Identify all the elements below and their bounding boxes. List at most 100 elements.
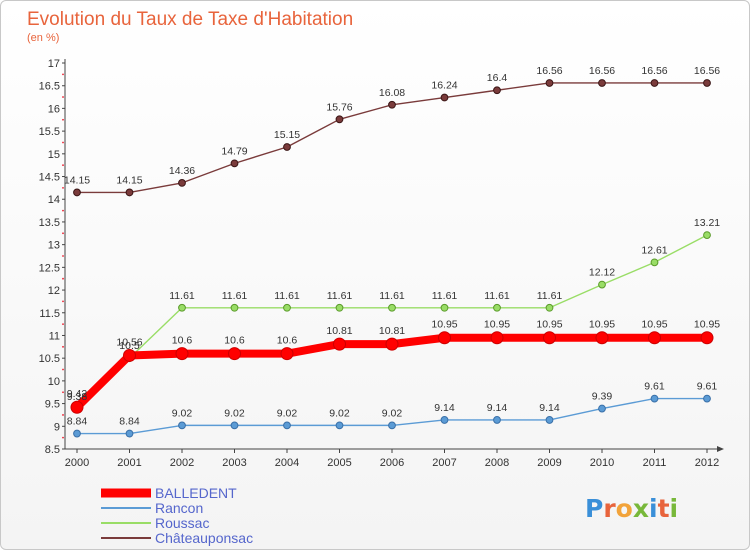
x-tick-label: 2000 xyxy=(65,457,89,469)
x-tick-label: 2012 xyxy=(695,457,719,469)
data-label: 11.61 xyxy=(432,290,458,302)
y-tick-label: 14.5 xyxy=(39,172,60,184)
y-minor-tick xyxy=(62,391,64,394)
y-minor-tick xyxy=(62,164,64,167)
data-label: 10.6 xyxy=(172,335,193,347)
data-label: 11.61 xyxy=(379,290,405,302)
legend-entry: Châteauponsac xyxy=(101,530,253,546)
y-minor-tick xyxy=(62,232,64,235)
data-point xyxy=(493,303,501,312)
data-label: 10.95 xyxy=(694,319,720,331)
data-labels: 14.15 14.15 14.36 14.79 15.15 15.76 16.08 16.24… xyxy=(64,65,720,428)
data-label: 15.76 xyxy=(326,101,352,113)
data-point xyxy=(598,79,606,87)
series-1 xyxy=(73,394,711,438)
y-tick-label: 15 xyxy=(48,149,60,161)
data-point xyxy=(703,79,711,87)
data-label: 16.08 xyxy=(379,87,405,99)
data-point xyxy=(440,303,449,312)
y-axis-ticks: 8.5 9 9.5 10 10.5 11 11.5 12 12.5 13 13.5 14 14.5 15 1… xyxy=(39,58,65,456)
x-tick-label: 2003 xyxy=(222,457,246,469)
data-label: 10.95 xyxy=(641,319,667,331)
data-label: 12.61 xyxy=(641,244,667,256)
data-label: 16.56 xyxy=(589,65,615,77)
y-minor-tick xyxy=(62,323,64,326)
y-tick-label: 10.5 xyxy=(39,353,60,365)
y-tick-label: 12 xyxy=(48,285,60,297)
data-label: 11.61 xyxy=(484,290,510,302)
legend-entry: Rancon xyxy=(101,500,203,516)
y-minor-tick xyxy=(62,436,64,439)
data-label: 14.15 xyxy=(64,174,90,186)
data-point xyxy=(175,347,189,361)
data-label: 9.02 xyxy=(224,407,245,419)
data-point xyxy=(650,258,659,267)
data-point xyxy=(125,429,134,438)
data-label: 10.5 xyxy=(119,340,140,352)
data-point xyxy=(178,303,186,312)
x-tick-label: 2006 xyxy=(380,457,404,469)
legend-entry: Roussac xyxy=(101,515,209,531)
series-3 xyxy=(73,79,711,197)
data-label: 9.02 xyxy=(329,407,350,419)
data-label: 16.24 xyxy=(431,80,457,92)
data-point xyxy=(650,394,659,403)
data-label: 14.79 xyxy=(221,145,247,157)
y-tick-label: 11 xyxy=(49,330,60,342)
data-point xyxy=(598,280,606,289)
data-point xyxy=(545,303,554,312)
data-point xyxy=(700,331,714,345)
data-point xyxy=(388,421,396,430)
x-axis-ticks: 2000 2001 2002 2003 2004 2005 2006 2007 2008 2009… xyxy=(65,449,719,469)
x-tick-label: 2001 xyxy=(117,457,141,469)
data-label: 16.4 xyxy=(487,72,508,84)
data-label: 16.56 xyxy=(536,65,562,77)
x-tick-label: 2010 xyxy=(590,457,614,469)
axes xyxy=(64,59,724,452)
data-point xyxy=(283,421,291,430)
data-point xyxy=(335,303,344,312)
data-point xyxy=(388,303,396,312)
y-tick-label: 16 xyxy=(48,103,60,115)
x-tick-label: 2009 xyxy=(537,457,561,469)
y-minor-tick xyxy=(62,96,64,98)
legend-label: Rancon xyxy=(155,500,203,516)
data-label: 10.81 xyxy=(326,325,352,337)
data-label: 9.14 xyxy=(539,402,560,414)
y-tick-label: 16.5 xyxy=(39,81,60,93)
y-tick-label: 14 xyxy=(48,194,60,206)
data-point xyxy=(230,421,239,430)
y-tick-label: 11.5 xyxy=(39,308,60,320)
data-label: 11.61 xyxy=(222,290,248,302)
data-point xyxy=(178,421,186,430)
data-label: 8.84 xyxy=(67,416,88,428)
x-tick-label: 2008 xyxy=(485,457,509,469)
y-minor-tick xyxy=(62,73,64,76)
data-label: 9.39 xyxy=(592,391,613,403)
data-point xyxy=(438,331,451,345)
y-tick-label: 9.5 xyxy=(45,399,60,411)
y-minor-tick xyxy=(62,277,64,280)
y-minor-tick xyxy=(62,345,64,348)
data-label: 10.95 xyxy=(536,319,562,331)
data-label: 16.56 xyxy=(641,65,667,77)
data-point xyxy=(228,347,241,361)
data-label: 9.02 xyxy=(172,407,193,419)
x-tick-label: 2011 xyxy=(643,457,667,469)
proxiti-logo: Proxiti xyxy=(585,494,678,523)
y-tick-label: 13.5 xyxy=(39,217,60,229)
data-point xyxy=(123,348,136,362)
data-point xyxy=(490,331,504,345)
data-point xyxy=(543,331,556,345)
data-point xyxy=(440,93,449,102)
legend-entry: BALLEDENT xyxy=(101,485,237,501)
y-tick-label: 17 xyxy=(48,58,60,70)
legend-label: Roussac xyxy=(155,515,209,531)
y-tick-label: 10 xyxy=(48,376,60,388)
series-layer xyxy=(70,79,714,438)
data-label: 13.21 xyxy=(694,217,720,229)
chart-title: Evolution du Taux de Taxe d'Habitation xyxy=(27,9,353,30)
data-label: 14.36 xyxy=(169,165,195,177)
data-point xyxy=(73,429,81,438)
